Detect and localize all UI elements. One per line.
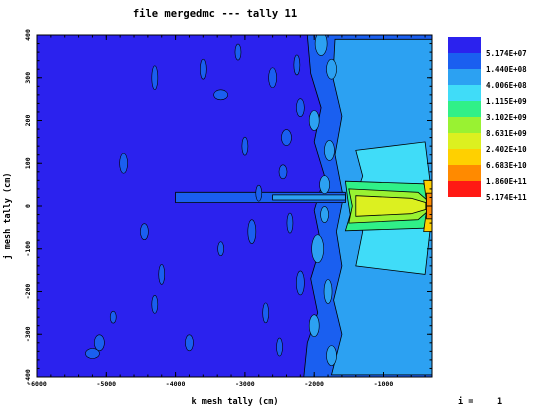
contour-island bbox=[323, 279, 333, 304]
contour-island bbox=[268, 67, 277, 89]
legend-swatch bbox=[448, 133, 481, 149]
x-tick-label: -3000 bbox=[235, 380, 255, 388]
legend-label: 3.102E+09 bbox=[486, 113, 527, 122]
legend-label: 5.174E+11 bbox=[486, 193, 527, 202]
contour-island bbox=[217, 241, 224, 257]
legend-swatch bbox=[448, 85, 481, 101]
contour-island bbox=[140, 223, 149, 240]
contour-island bbox=[293, 54, 301, 76]
footer-label: i = bbox=[458, 396, 473, 406]
legend-swatch bbox=[448, 37, 481, 53]
legend-swatch bbox=[448, 117, 481, 133]
y-tick-label: 300 bbox=[24, 72, 32, 84]
contour-island bbox=[326, 345, 337, 366]
legend-label: 1.860E+11 bbox=[486, 177, 527, 186]
legend-swatch bbox=[448, 181, 481, 197]
legend-label: 6.683E+10 bbox=[486, 161, 527, 170]
y-tick-label: 0 bbox=[24, 204, 32, 208]
contour-island bbox=[262, 302, 269, 324]
contour-island bbox=[85, 348, 100, 359]
legend-label: 2.402E+10 bbox=[486, 145, 527, 154]
contour-island bbox=[308, 314, 320, 338]
y-tick-label: -200 bbox=[24, 284, 32, 300]
legend-swatch bbox=[448, 69, 481, 85]
x-tick-label: -4000 bbox=[166, 380, 186, 388]
contour-island bbox=[278, 164, 288, 180]
y-tick-label: 200 bbox=[24, 115, 32, 127]
contour-island bbox=[151, 295, 159, 314]
contour-level-7 bbox=[355, 195, 427, 217]
plot-area bbox=[37, 35, 432, 377]
contour-island bbox=[247, 219, 257, 244]
legend-swatch bbox=[448, 53, 481, 69]
channel-level-3 bbox=[272, 194, 346, 201]
contour-island bbox=[109, 310, 117, 324]
y-tick-label: 400 bbox=[24, 29, 32, 41]
contour-island bbox=[200, 58, 207, 80]
contour-island bbox=[281, 129, 292, 146]
contour-island bbox=[296, 270, 305, 296]
y-tick-label: -400 bbox=[24, 369, 32, 385]
legend-label: 8.631E+09 bbox=[486, 129, 527, 138]
x-tick-label: -5000 bbox=[97, 380, 117, 388]
legend-label: 4.006E+08 bbox=[486, 81, 527, 90]
legend-swatch bbox=[448, 149, 481, 165]
contour-island bbox=[234, 43, 242, 61]
contour-island bbox=[308, 110, 320, 131]
contour-island bbox=[324, 140, 335, 161]
contour-island bbox=[296, 98, 305, 117]
contour-island bbox=[213, 89, 228, 101]
legend-swatch bbox=[448, 165, 481, 181]
x-tick-label: -2000 bbox=[304, 380, 324, 388]
legend-label: 1.440E+08 bbox=[486, 65, 527, 74]
y-tick-label: 100 bbox=[24, 157, 32, 169]
chart-title: file mergedmc --- tally 11 bbox=[133, 8, 297, 20]
contour-island bbox=[119, 152, 128, 174]
footer-value: 1 bbox=[497, 397, 502, 406]
contour-island bbox=[241, 136, 249, 156]
contour-regions bbox=[85, 35, 432, 377]
y-axis-label: j mesh tally (cm) bbox=[2, 173, 13, 260]
y-tick-label: -100 bbox=[24, 241, 32, 257]
contour-island bbox=[158, 264, 166, 285]
y-tick-label: -300 bbox=[24, 326, 32, 342]
x-tick-label: -6000 bbox=[27, 380, 47, 388]
contour-island bbox=[286, 212, 294, 234]
legend-label: 1.115E+09 bbox=[486, 97, 527, 106]
contour-island bbox=[311, 234, 324, 264]
contour-island bbox=[151, 65, 159, 91]
contour-island bbox=[276, 337, 283, 357]
contour-island bbox=[185, 334, 194, 352]
legend-label: 5.174E+07 bbox=[486, 49, 527, 58]
contour-island bbox=[255, 184, 263, 202]
contour-island bbox=[319, 175, 330, 194]
legend: 5.174E+07 1.440E+08 4.006E+08 1.115E+09 3.10… bbox=[448, 37, 527, 202]
contour-island bbox=[314, 35, 328, 56]
legend-swatch bbox=[448, 101, 481, 117]
contour-island bbox=[94, 334, 105, 352]
x-axis-label: k mesh tally (cm) bbox=[192, 397, 279, 406]
contour-island bbox=[326, 58, 337, 80]
x-tick-label: -1000 bbox=[374, 380, 394, 388]
contour-island bbox=[320, 206, 329, 223]
x-axis: -6000 -5000 -4000 -3000 -2000 -1000 bbox=[27, 35, 426, 388]
